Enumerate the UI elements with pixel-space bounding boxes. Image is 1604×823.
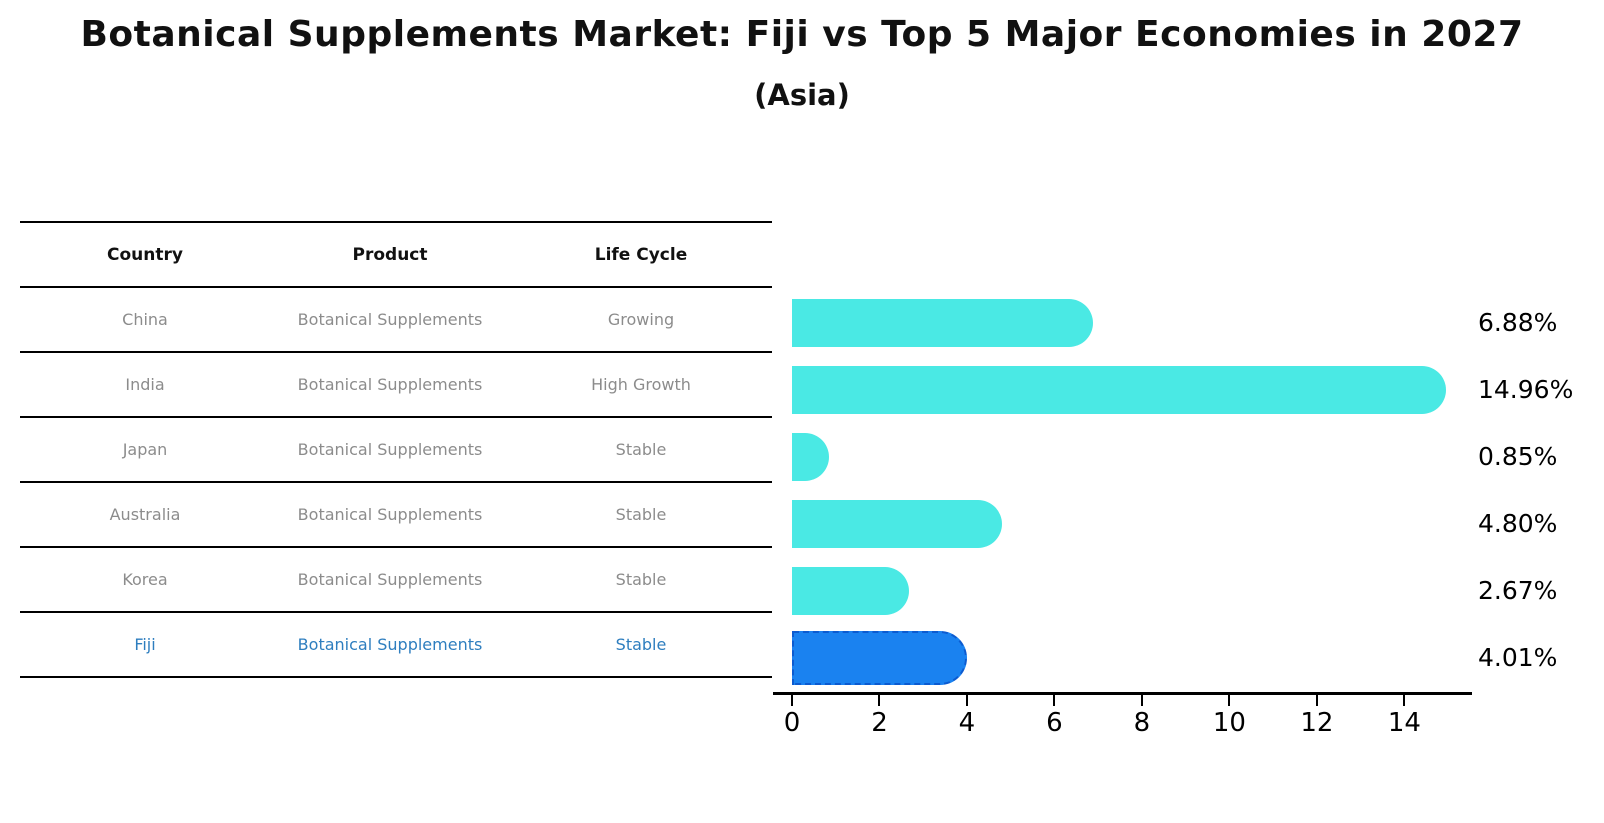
chart-title: Botanical Supplements Market: Fiji vs To… xyxy=(80,14,1524,55)
life-cycle-cell: Stable xyxy=(615,570,667,589)
x-tick-mark xyxy=(1140,695,1143,706)
country-table: Country Product Life Cycle China Botanica… xyxy=(20,221,772,678)
header-lifecycle: Life Cycle xyxy=(594,244,688,265)
country-cell: Korea xyxy=(122,570,168,589)
value-label-fiji: 4.01% xyxy=(1478,642,1558,672)
x-tick-label: 12 xyxy=(1300,708,1334,738)
table-header-row: Country Product Life Cycle xyxy=(20,222,772,287)
x-tick-mark xyxy=(965,695,968,706)
header-country: Country xyxy=(107,244,183,265)
x-axis-line xyxy=(773,692,1472,695)
life-cycle-cell: Stable xyxy=(615,440,667,459)
value-label-india: 14.96% xyxy=(1478,374,1574,404)
x-tick-label: 8 xyxy=(1133,708,1151,738)
product-cell: Botanical Supplements xyxy=(297,505,483,524)
country-cell: Australia xyxy=(109,505,181,524)
value-label-china: 6.88% xyxy=(1478,307,1558,337)
bar-korea xyxy=(792,566,909,615)
product-cell: Botanical Supplements xyxy=(297,310,483,329)
life-cycle-cell: High Growth xyxy=(591,375,691,394)
value-label-japan: 0.85% xyxy=(1478,441,1558,471)
value-label-korea: 2.67% xyxy=(1478,575,1558,605)
table-row: Korea Botanical Supplements Stable xyxy=(20,547,772,612)
x-tick-mark xyxy=(1053,695,1056,706)
x-tick-label: 0 xyxy=(783,708,801,738)
table-row: Australia Botanical Supplements Stable xyxy=(20,482,772,547)
x-tick-mark xyxy=(1403,695,1406,706)
x-tick-mark xyxy=(878,695,881,706)
country-cell: India xyxy=(125,375,165,394)
country-cell: Japan xyxy=(122,440,168,459)
x-tick-mark xyxy=(791,695,793,706)
x-tick-label: 6 xyxy=(1046,708,1063,738)
product-cell: Botanical Supplements xyxy=(297,440,483,459)
x-tick-label: 14 xyxy=(1387,708,1421,738)
table-row: Fiji Botanical Supplements Stable xyxy=(20,612,772,677)
x-tick-label: 2 xyxy=(871,708,888,738)
header-product: Product xyxy=(352,244,428,265)
table-row: China Botanical Supplements Growing xyxy=(20,287,772,352)
x-tick-mark xyxy=(1315,695,1318,706)
bar-india xyxy=(792,365,1446,414)
product-cell: Botanical Supplements xyxy=(297,635,483,654)
x-tick-label: 4 xyxy=(958,708,976,738)
life-cycle-cell: Growing xyxy=(607,310,675,329)
table-row: Japan Botanical Supplements Stable xyxy=(20,417,772,482)
x-tick-label: 10 xyxy=(1212,708,1246,738)
product-cell: Botanical Supplements xyxy=(297,375,483,394)
country-cell: Fiji xyxy=(134,635,156,654)
bar-australia xyxy=(792,499,1002,548)
life-cycle-cell: Stable xyxy=(615,505,667,524)
x-tick-mark xyxy=(1228,695,1231,706)
chart-subtitle: (Asia) xyxy=(754,78,850,112)
value-label-australia: 4.80% xyxy=(1478,508,1558,538)
bar-china xyxy=(792,298,1093,347)
bar-fiji xyxy=(792,630,967,685)
country-cell: China xyxy=(122,310,168,329)
table-row: India Botanical Supplements High Growth xyxy=(20,352,772,417)
life-cycle-cell: Stable xyxy=(615,635,667,654)
bar-japan xyxy=(792,432,829,481)
product-cell: Botanical Supplements xyxy=(297,570,483,589)
